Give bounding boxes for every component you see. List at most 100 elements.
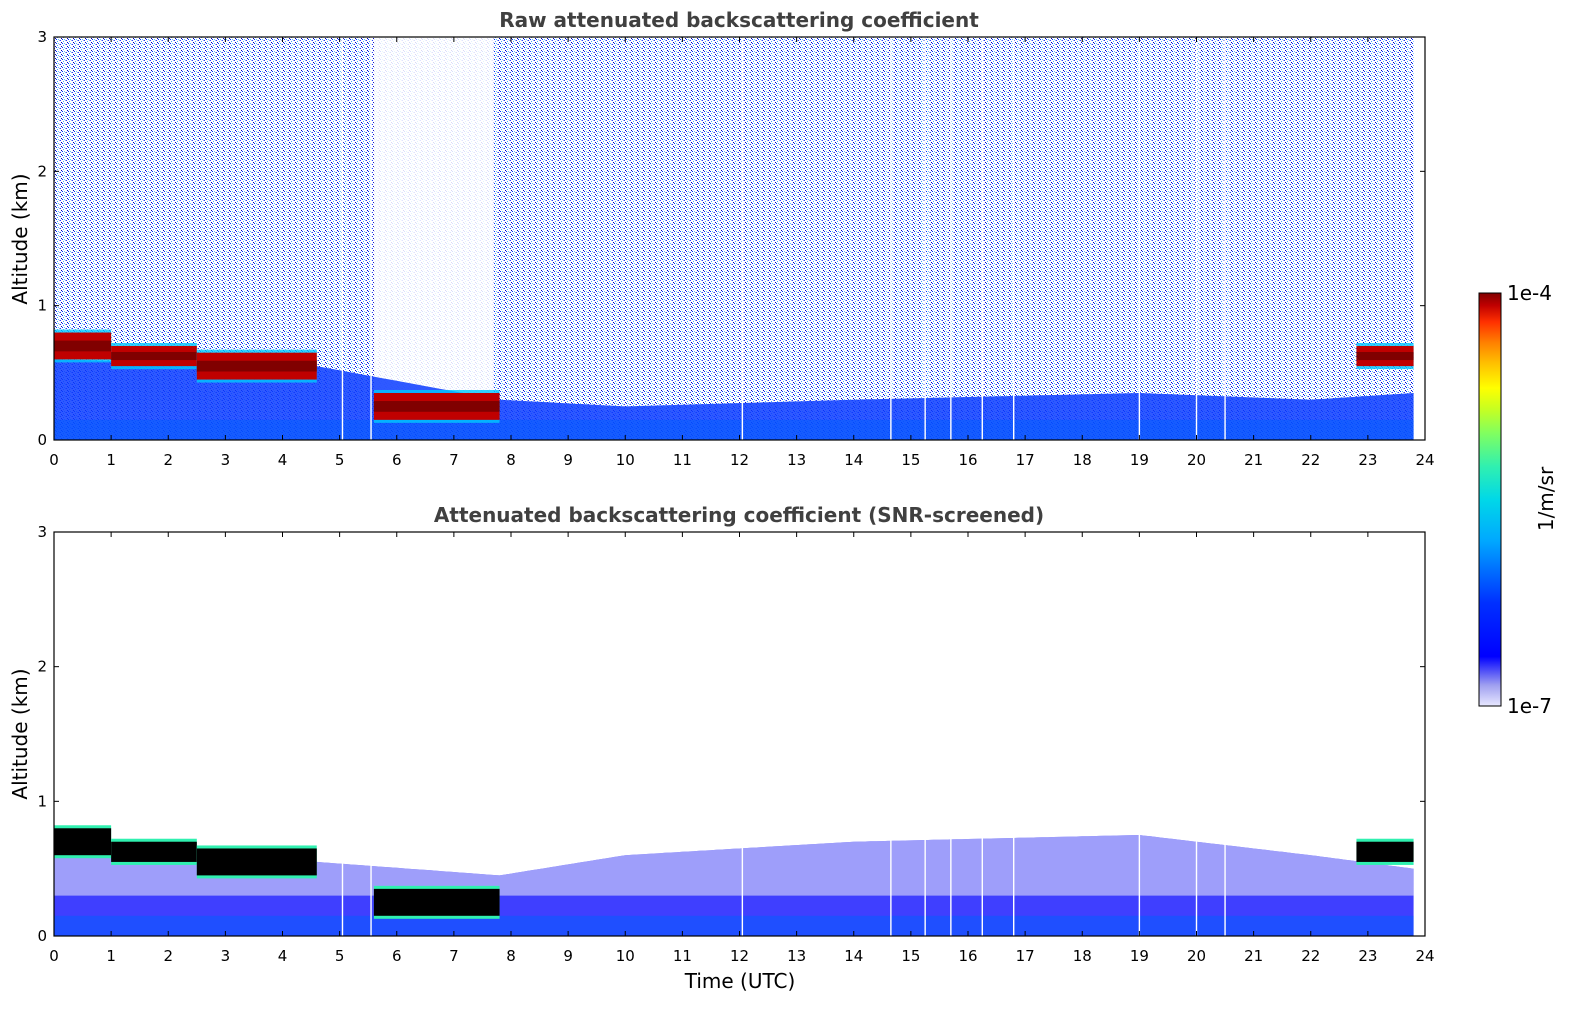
x-tick-label: 13 [787, 451, 806, 469]
clear-sky-region [373, 37, 494, 393]
x-tick-label: 5 [335, 947, 345, 965]
data-gap [950, 532, 952, 936]
panel-raw-xticks: 0 1 2 3 4 5 6 7 8 9 10 11 12 13 14 15 16 17 18 19 20 21 22 23 24 [49, 37, 1435, 469]
x-tick-label: 6 [392, 451, 402, 469]
x-tick-label: 18 [1073, 451, 1092, 469]
x-tick-label: 24 [1415, 451, 1434, 469]
panel-raw-yticks: 0 1 2 3 [37, 28, 1425, 449]
cloud-layer [54, 828, 112, 856]
cloud-core [54, 340, 112, 352]
data-gap [1013, 532, 1015, 936]
cloud-layer [111, 841, 197, 862]
x-tick-label: 0 [49, 451, 59, 469]
colorbar-max-label: 1e-4 [1507, 281, 1552, 305]
cloud-core [111, 352, 197, 361]
data-gap [1195, 532, 1198, 936]
x-tick-label: 16 [958, 947, 977, 965]
x-tick-label: 1 [106, 947, 116, 965]
y-tick-label: 3 [37, 523, 47, 541]
data-gap [341, 37, 344, 440]
data-gap [924, 37, 926, 440]
x-tick-label: 2 [163, 451, 173, 469]
x-tick-label: 6 [392, 947, 402, 965]
x-tick-label: 19 [1130, 947, 1149, 965]
panel-screened-title: Attenuated backscattering coefficient (S… [434, 503, 1044, 527]
x-tick-label: 18 [1073, 947, 1092, 965]
x-tick-label: 21 [1244, 451, 1263, 469]
x-tick-label: 11 [673, 947, 692, 965]
x-tick-label: 2 [163, 947, 173, 965]
x-tick-label: 13 [787, 947, 806, 965]
x-tick-label: 20 [1187, 947, 1206, 965]
y-tick-label: 3 [37, 28, 47, 46]
colorbar-min-label: 1e-7 [1507, 694, 1552, 718]
x-tick-label: 3 [221, 451, 231, 469]
x-tick-label: 0 [49, 947, 59, 965]
panel-screened-plot [54, 532, 1414, 936]
y-tick-label: 0 [37, 431, 47, 449]
data-gap [341, 532, 344, 936]
x-tick-label: 9 [563, 947, 573, 965]
x-tick-label: 22 [1301, 947, 1320, 965]
colorbar-label: 1/m/sr [1534, 466, 1558, 531]
y-tick-label: 2 [37, 658, 47, 676]
y-tick-label: 1 [37, 297, 47, 315]
panel-raw-plot [54, 37, 1414, 440]
y-tick-label: 2 [37, 162, 47, 180]
x-tick-label: 20 [1187, 451, 1206, 469]
x-tick-label: 8 [506, 451, 516, 469]
data-gap [924, 532, 926, 936]
colorbar: 1e-4 1e-7 1/m/sr [1478, 281, 1558, 718]
data-gap [1224, 37, 1226, 440]
data-gap [1138, 37, 1141, 440]
data-gap [741, 532, 744, 936]
panel-raw-title: Raw attenuated backscattering coefficien… [499, 8, 979, 32]
cloud-layer [196, 848, 317, 876]
x-tick-label: 10 [616, 451, 635, 469]
x-tick-label: 22 [1301, 451, 1320, 469]
x-tick-label: 1 [106, 451, 116, 469]
x-tick-label: 5 [335, 451, 345, 469]
data-gap [981, 532, 983, 936]
data-gap [950, 37, 952, 440]
x-tick-label: 17 [1016, 451, 1035, 469]
panel-raw-ylabel: Altitude (km) [8, 173, 32, 304]
x-tick-label: 7 [449, 451, 459, 469]
x-tick-label: 11 [673, 451, 692, 469]
x-tick-label: 12 [730, 947, 749, 965]
x-tick-label: 14 [844, 947, 863, 965]
x-tick-label: 16 [958, 451, 977, 469]
x-tick-label: 3 [221, 947, 231, 965]
x-tick-label: 21 [1244, 947, 1263, 965]
cloud-layer [373, 888, 500, 916]
x-tick-label: 4 [278, 451, 288, 469]
panel-screened-xticks: 0 1 2 3 4 5 6 7 8 9 10 11 12 13 14 15 16 17 18 19 20 21 22 23 24 [49, 532, 1435, 965]
x-tick-label: 12 [730, 451, 749, 469]
panel-screened-ylabel: Altitude (km) [8, 668, 32, 799]
data-gap [981, 37, 983, 440]
data-gap [741, 37, 744, 440]
x-tick-label: 23 [1358, 451, 1377, 469]
y-tick-label: 0 [37, 927, 47, 945]
panel-screened-yticks: 0 1 2 3 [37, 523, 1425, 945]
cloud-layer [1356, 841, 1414, 862]
data-gap [890, 532, 892, 936]
data-gap [370, 532, 372, 936]
x-tick-label: 24 [1415, 947, 1434, 965]
x-tick-label: 23 [1358, 947, 1377, 965]
x-tick-label: 8 [506, 947, 516, 965]
data-gap [370, 37, 372, 440]
x-tick-label: 15 [901, 947, 920, 965]
cloud-core [1356, 352, 1414, 361]
x-axis-label: Time (UTC) [684, 969, 796, 993]
surface-band [54, 915, 1414, 936]
panel-screened: Attenuated backscattering coefficient (S… [8, 503, 1435, 993]
x-tick-label: 9 [563, 451, 573, 469]
data-gap [1195, 37, 1198, 440]
data-gap [1224, 532, 1226, 936]
data-gap [890, 37, 892, 440]
cloud-core [196, 360, 317, 372]
panel-raw: Raw attenuated backscattering coefficien… [8, 8, 1435, 469]
data-gap [1013, 37, 1015, 440]
